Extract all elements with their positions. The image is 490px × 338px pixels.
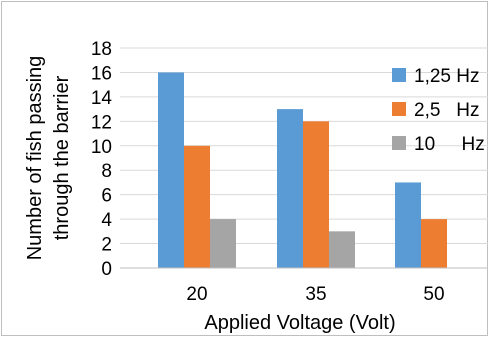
legend-label: 2,5 Hz <box>414 100 479 121</box>
bar-20-series-3 <box>210 219 236 268</box>
y-tick-label: 0 <box>101 259 112 280</box>
legend-swatch <box>392 102 406 116</box>
bar-35-series-3 <box>329 231 355 268</box>
legend: 1,25 Hz 2,5 Hz 10 Hz <box>392 66 485 155</box>
y-tick-label: 8 <box>101 161 112 182</box>
y-axis-ticks: 0 2 4 6 8 10 12 14 16 18 <box>91 39 113 280</box>
legend-swatch <box>392 136 406 150</box>
y-tick-label: 4 <box>101 210 112 231</box>
y-tick-label: 6 <box>101 186 112 207</box>
y-tick-label: 16 <box>91 63 112 84</box>
y-axis-label-line-1: Number of fish passing <box>24 56 46 261</box>
bars <box>158 72 447 268</box>
bar-50-series-2 <box>421 219 447 268</box>
legend-swatch <box>392 68 406 82</box>
x-tick-label: 50 <box>423 284 444 305</box>
x-axis-ticks: 20 35 50 <box>186 284 444 305</box>
y-tick-label: 18 <box>91 39 112 60</box>
legend-label: 10 Hz <box>414 134 485 155</box>
x-tick-label: 35 <box>305 284 326 305</box>
bar-20-series-1 <box>158 72 184 268</box>
y-axis-label-line-2: through the barrier <box>51 75 73 240</box>
bar-35-series-2 <box>303 121 329 268</box>
y-tick-label: 14 <box>91 88 113 109</box>
y-tick-label: 12 <box>91 112 112 133</box>
y-tick-label: 2 <box>101 235 112 256</box>
x-axis-label: Applied Voltage (Volt) <box>204 312 395 334</box>
bar-20-series-2 <box>184 145 210 268</box>
x-tick-label: 20 <box>186 284 207 305</box>
legend-label: 1,25 Hz <box>414 66 479 87</box>
y-tick-label: 10 <box>91 137 112 158</box>
bar-35-series-1 <box>277 109 303 268</box>
bar-50-series-1 <box>395 182 421 268</box>
